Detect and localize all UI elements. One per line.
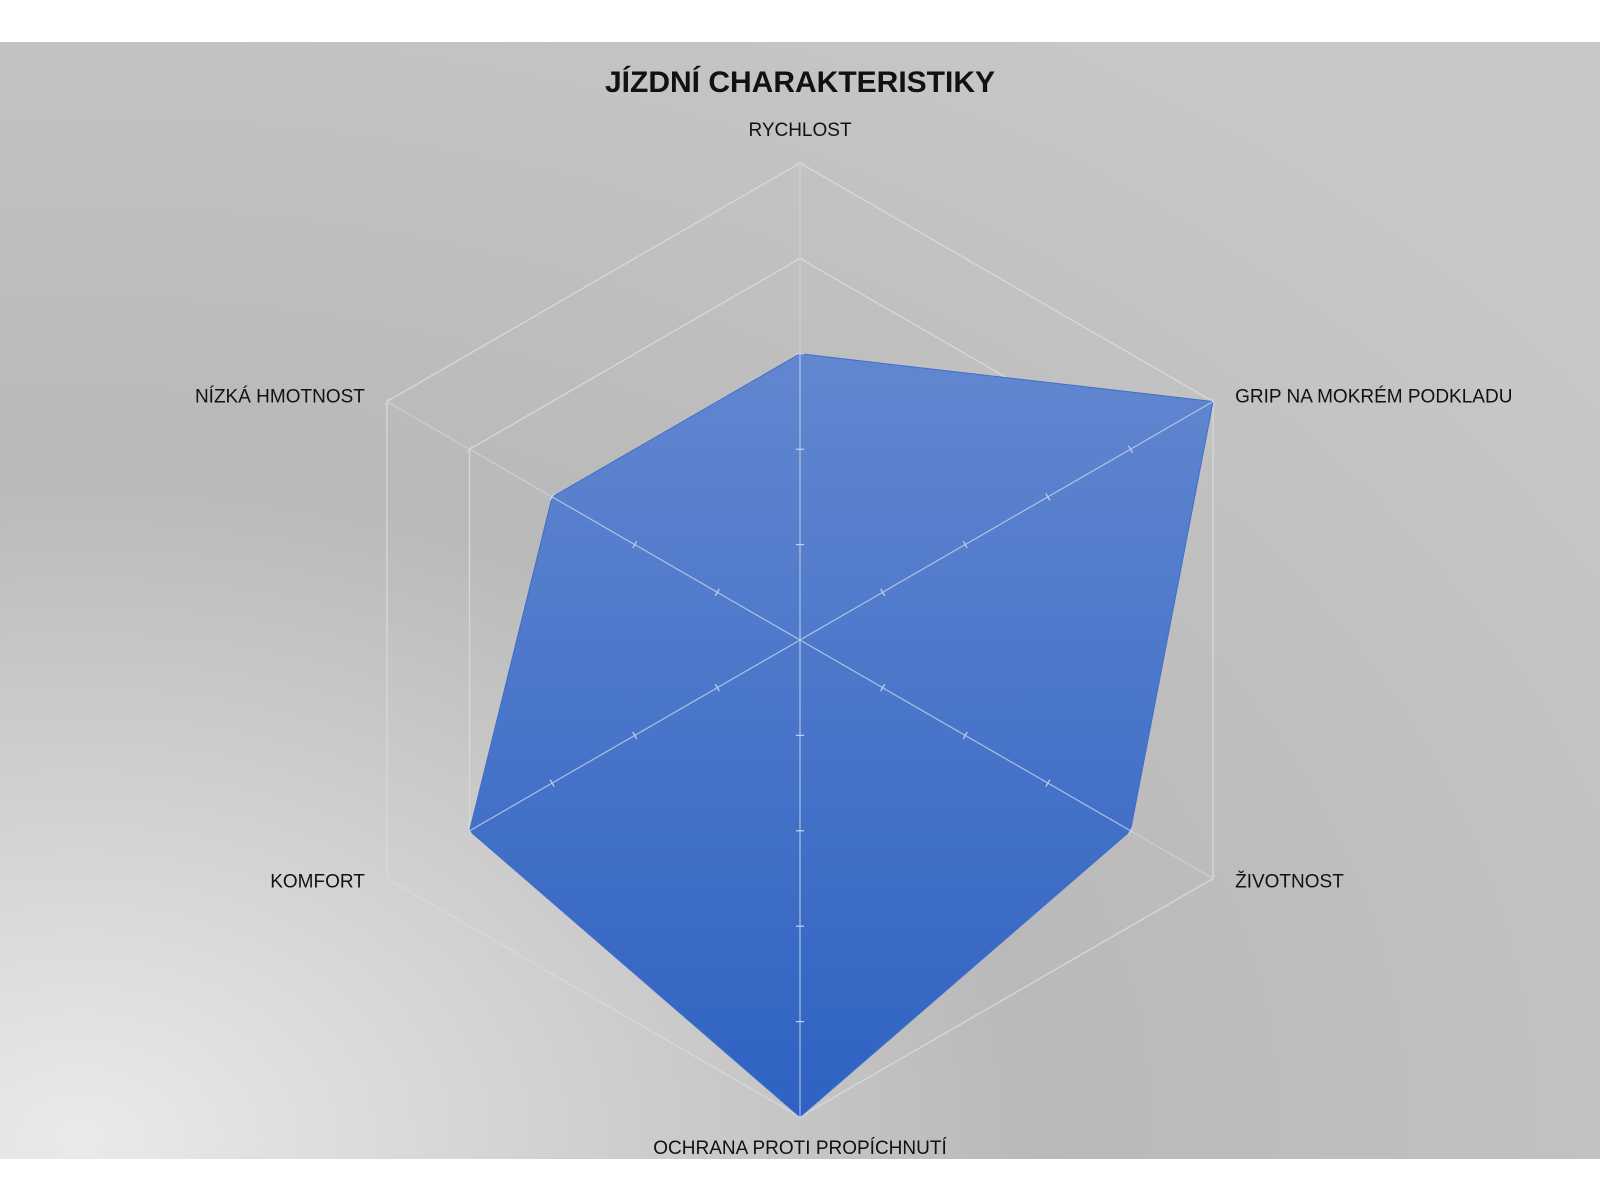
axis-tick — [962, 540, 968, 549]
axis-tick — [1210, 874, 1216, 883]
category-label: RYCHLOST — [748, 120, 852, 141]
axis-tick — [1045, 779, 1051, 787]
axis-spoke — [386, 400, 801, 641]
category-label: KOMFORT — [270, 872, 365, 893]
axis-tick — [384, 397, 390, 406]
category-label: GRIP NA MOKRÉM PODKLADU — [1235, 387, 1512, 408]
category-label: ŽIVOTNOST — [1235, 871, 1344, 893]
axis-tick — [632, 731, 638, 740]
axis-tick — [962, 731, 968, 740]
axis-tick — [1127, 827, 1133, 835]
axis-tick — [549, 779, 555, 787]
axis-tick — [1127, 445, 1133, 453]
axis-spoke — [799, 400, 1214, 641]
axis-spoke — [799, 639, 1214, 880]
category-label: NÍZKÁ HMOTNOST — [195, 387, 365, 408]
axis-tick — [549, 493, 555, 501]
chart-title: JÍZDNÍ CHARAKTERISTIKY — [605, 65, 995, 99]
axis-tick — [1045, 493, 1051, 501]
category-label: OCHRANA PROTI PROPÍCHNUTÍ — [653, 1138, 947, 1159]
axis-tick — [384, 874, 390, 883]
axis-tick — [467, 445, 473, 453]
axis-tick — [467, 827, 473, 835]
axis-spoke — [386, 639, 801, 880]
axis-tick — [714, 683, 720, 692]
axis-tick — [1210, 397, 1216, 406]
axis-tick — [880, 683, 886, 692]
axis-tick — [632, 540, 638, 549]
axis-tick — [880, 588, 886, 597]
axis-tick — [714, 588, 720, 597]
